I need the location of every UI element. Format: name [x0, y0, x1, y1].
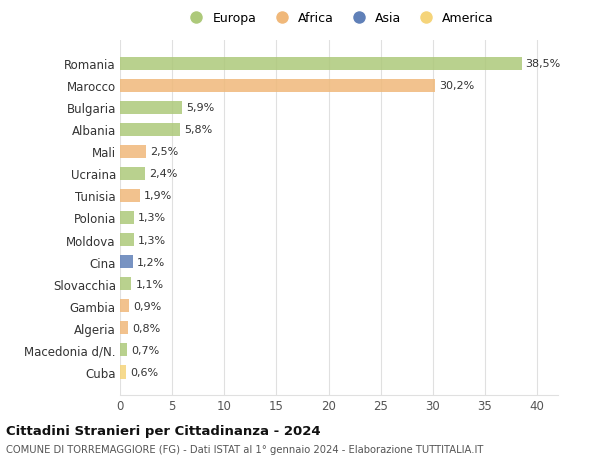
Bar	[120, 190, 140, 202]
Bar	[120, 101, 182, 115]
Bar	[120, 277, 131, 291]
Bar	[120, 234, 134, 246]
Text: 0,8%: 0,8%	[133, 323, 161, 333]
Text: 0,7%: 0,7%	[131, 345, 160, 355]
Text: 38,5%: 38,5%	[526, 59, 561, 69]
Bar	[120, 79, 435, 93]
Bar	[120, 256, 133, 269]
Text: 2,5%: 2,5%	[150, 147, 178, 157]
Text: 5,8%: 5,8%	[185, 125, 213, 135]
Bar	[120, 343, 127, 357]
Text: 1,3%: 1,3%	[138, 235, 166, 245]
Text: 30,2%: 30,2%	[439, 81, 475, 91]
Text: 2,4%: 2,4%	[149, 169, 178, 179]
Bar	[120, 365, 126, 379]
Bar	[120, 168, 145, 180]
Bar	[120, 299, 130, 313]
Bar	[120, 321, 128, 335]
Bar	[120, 146, 146, 159]
Text: 1,9%: 1,9%	[144, 191, 172, 201]
Text: 0,6%: 0,6%	[130, 367, 158, 377]
Text: 1,1%: 1,1%	[136, 279, 164, 289]
Bar	[120, 57, 521, 71]
Text: COMUNE DI TORREMAGGIORE (FG) - Dati ISTAT al 1° gennaio 2024 - Elaborazione TUTT: COMUNE DI TORREMAGGIORE (FG) - Dati ISTA…	[6, 444, 484, 454]
Text: Cittadini Stranieri per Cittadinanza - 2024: Cittadini Stranieri per Cittadinanza - 2…	[6, 425, 320, 437]
Text: 5,9%: 5,9%	[186, 103, 214, 113]
Legend: Europa, Africa, Asia, America: Europa, Africa, Asia, America	[184, 12, 494, 25]
Text: 0,9%: 0,9%	[134, 301, 162, 311]
Bar	[120, 123, 181, 137]
Bar	[120, 212, 134, 224]
Text: 1,2%: 1,2%	[137, 257, 165, 267]
Text: 1,3%: 1,3%	[138, 213, 166, 223]
